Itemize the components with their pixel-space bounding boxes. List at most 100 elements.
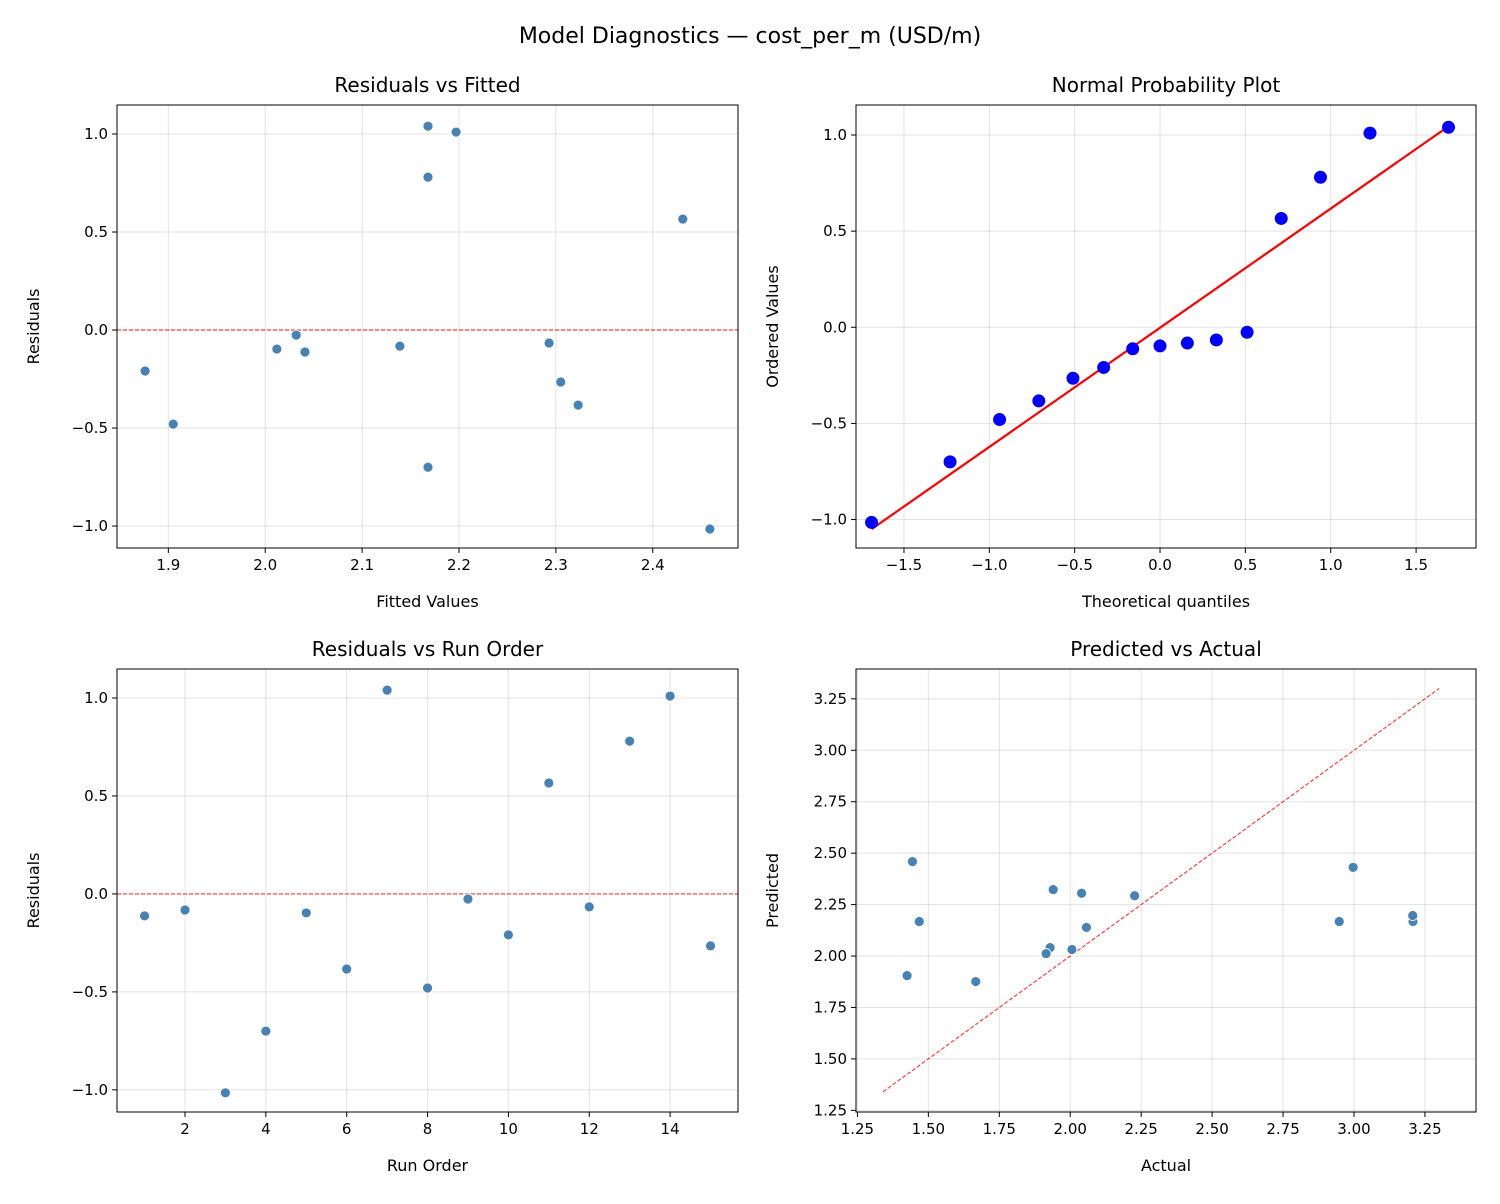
x-tick-label: −1.0 <box>971 556 1007 574</box>
data-point <box>624 735 636 747</box>
y-tick-label: −1.0 <box>72 1081 108 1099</box>
data-point <box>260 1025 272 1037</box>
x-tick-label: 12 <box>580 1120 599 1138</box>
x-tick-label: 8 <box>423 1120 433 1138</box>
y-tick-label: 3.00 <box>814 741 847 759</box>
x-tick-label: −0.5 <box>1056 556 1092 574</box>
data-point <box>139 365 151 377</box>
x-tick-label: 2.1 <box>350 556 374 574</box>
x-tick-label: 2.00 <box>1054 1120 1087 1138</box>
data-point <box>1032 394 1046 408</box>
data-point <box>462 893 474 905</box>
x-tick-label: 6 <box>342 1120 352 1138</box>
y-tick-label: 0.5 <box>84 223 108 241</box>
x-tick-label: 14 <box>661 1120 680 1138</box>
x-tick-label: 1.5 <box>1404 556 1428 574</box>
data-point <box>913 916 925 927</box>
data-point <box>220 1087 231 1099</box>
y-tick-label: 2.00 <box>814 947 847 965</box>
y-tick-label: 2.50 <box>814 844 847 862</box>
axes-frame <box>855 668 1477 1113</box>
x-tick-label: 1.75 <box>983 1120 1016 1138</box>
data-point <box>1240 325 1254 339</box>
axes-frame <box>116 104 739 549</box>
data-point <box>1333 916 1345 927</box>
data-point <box>1347 861 1359 873</box>
data-point <box>1363 126 1377 140</box>
x-axis-label: Actual <box>1141 1156 1191 1175</box>
x-tick-label: 2.3 <box>544 556 568 574</box>
x-tick-label: 2.2 <box>447 556 471 574</box>
x-tick-label: 4 <box>261 1120 271 1138</box>
identity-reference-line <box>882 688 1440 1093</box>
data-point <box>1209 333 1223 347</box>
data-point <box>179 904 191 916</box>
panel-residuals-vs-run-order: 2 4 6 8 10 12 14 −1.0 −0.5 0.0 0.5 1.0 Residuals vs … <box>24 637 739 1175</box>
y-tick-label: 2.25 <box>814 896 847 914</box>
data-point <box>1081 922 1092 933</box>
y-tick-label: −1.0 <box>811 511 847 529</box>
data-point <box>970 976 982 987</box>
subplot-title: Residuals vs Fitted <box>334 73 520 97</box>
data-point <box>543 337 555 349</box>
data-point <box>1407 910 1419 921</box>
y-tick-label: 1.0 <box>84 125 108 143</box>
data-point <box>422 171 434 183</box>
data-point <box>167 418 179 430</box>
data-point <box>299 346 311 358</box>
subplot-title: Residuals vs Run Order <box>312 637 544 661</box>
data-point <box>1066 371 1080 385</box>
data-point <box>1076 887 1087 899</box>
data-point <box>705 940 716 952</box>
y-tick-label: 0.5 <box>84 787 108 805</box>
subplot-title: Predicted vs Actual <box>1070 637 1262 661</box>
x-tick-label: 0.5 <box>1233 556 1257 574</box>
data-point <box>572 399 584 411</box>
data-point <box>422 982 433 994</box>
panel-residuals-vs-fitted: 1.9 2.0 2.1 2.2 2.3 2.4 −1.0 −0.5 0.0 0.5 1.0 Resid… <box>24 73 739 611</box>
x-tick-label: 1.0 <box>1319 556 1343 574</box>
data-point <box>290 329 302 341</box>
y-axis-label: Predicted <box>763 853 782 928</box>
data-point <box>943 455 957 469</box>
data-point <box>1040 948 1052 959</box>
x-tick-label: 1.50 <box>912 1120 945 1138</box>
x-axis-label: Theoretical quantiles <box>1081 592 1250 611</box>
data-point <box>271 343 283 355</box>
x-tick-label: 2 <box>180 1120 190 1138</box>
y-tick-label: 1.25 <box>814 1101 847 1119</box>
x-tick-label: 2.75 <box>1266 1120 1299 1138</box>
data-point <box>907 856 918 867</box>
subplot-title: Normal Probability Plot <box>1052 73 1281 97</box>
y-tick-label: 0.0 <box>84 885 108 903</box>
y-tick-label: 3.25 <box>814 690 847 708</box>
data-point <box>677 213 689 225</box>
data-point <box>381 684 393 696</box>
data-point <box>1313 170 1327 184</box>
data-point <box>422 120 434 132</box>
x-tick-label: 1.25 <box>841 1120 874 1138</box>
y-axis-label: Residuals <box>24 289 43 365</box>
data-point <box>139 910 150 922</box>
data-point <box>1442 120 1456 134</box>
data-point <box>865 515 879 529</box>
x-tick-label: 2.50 <box>1195 1120 1228 1138</box>
data-point <box>300 907 312 919</box>
y-tick-label: 1.75 <box>814 998 847 1016</box>
x-tick-label: 0.0 <box>1148 556 1172 574</box>
data-point <box>664 690 676 702</box>
y-tick-label: 1.0 <box>84 689 108 707</box>
data-point <box>901 970 913 981</box>
fit-line <box>870 125 1450 531</box>
data-point <box>543 777 555 789</box>
x-axis-label: Fitted Values <box>376 592 478 611</box>
y-axis-label: Residuals <box>24 853 43 929</box>
panel-normal-probability: −1.5 −1.0 −0.5 0.0 0.5 1.0 1.5 −1.0 −0.5 0.0 0.5 1.… <box>763 73 1477 611</box>
data-point <box>704 523 716 535</box>
y-tick-label: −0.5 <box>811 414 847 432</box>
y-tick-label: −1.0 <box>72 517 108 535</box>
x-axis-label: Run Order <box>387 1156 469 1175</box>
data-point <box>1274 211 1288 225</box>
data-point <box>1126 342 1140 356</box>
y-tick-label: 1.0 <box>823 126 847 144</box>
